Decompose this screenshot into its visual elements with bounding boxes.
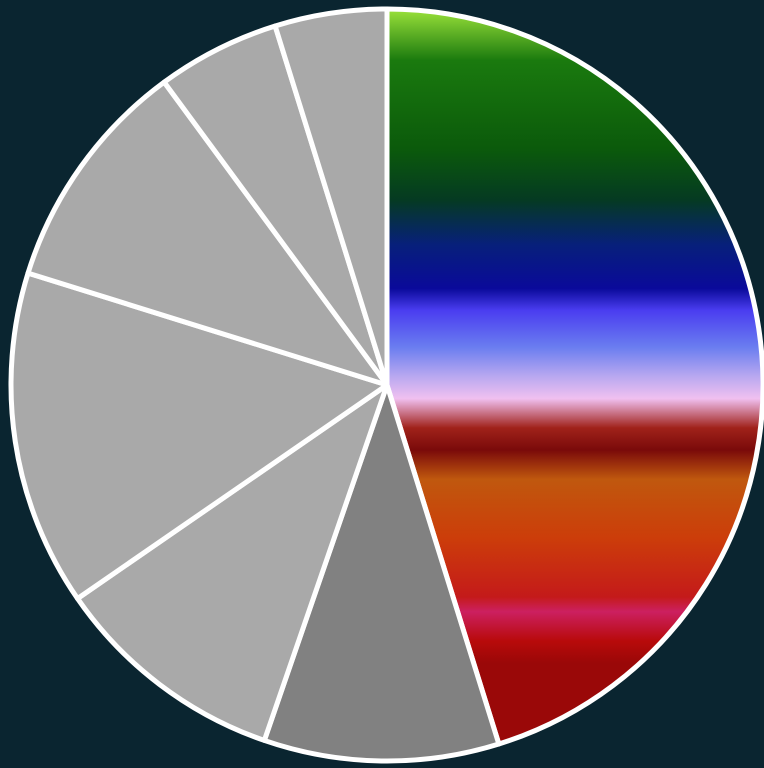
pie-slice-3: [75, 382, 390, 743]
slices-layer: [8, 6, 764, 764]
pie-slice-1: [384, 6, 764, 747]
pie-slice-2: [261, 382, 502, 764]
pie-slice-4: [8, 270, 390, 602]
pie-slice-7: [272, 6, 390, 388]
pie-slice-5: [25, 79, 390, 388]
